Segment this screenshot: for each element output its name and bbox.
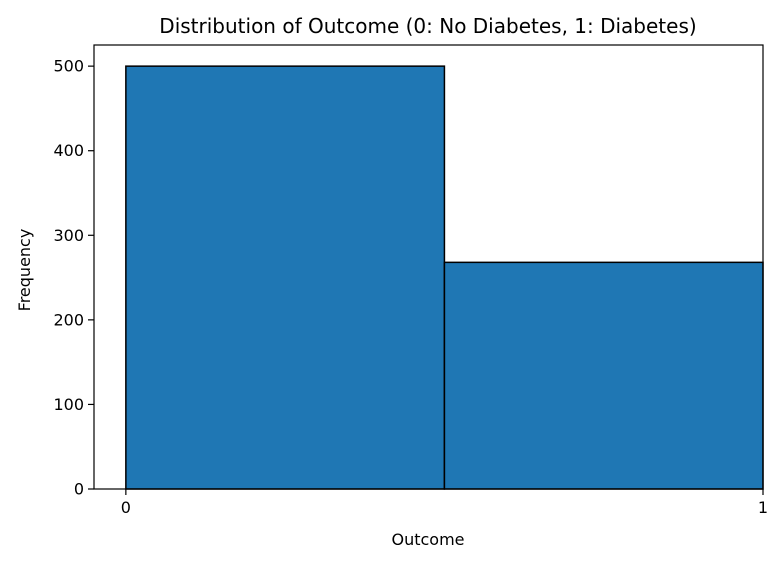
y-tick-label-1: 100	[53, 395, 84, 414]
y-tick-label-4: 400	[53, 141, 84, 160]
x-tick-label-1: 1	[758, 498, 768, 517]
histogram-bar-1	[443, 261, 764, 490]
bars-layer	[125, 65, 764, 490]
y-tick-label-0: 0	[74, 480, 84, 499]
chart-title: Distribution of Outcome (0: No Diabetes,…	[159, 14, 696, 38]
y-axis-label: Frequency	[15, 229, 34, 312]
x-tick-label-0: 0	[121, 498, 131, 517]
x-axis-label: Outcome	[391, 530, 464, 549]
y-tick-label-2: 200	[53, 310, 84, 329]
ticks-layer: 0 100 200 300 400 500 0 1	[53, 57, 768, 517]
histogram-bar-0	[125, 65, 446, 490]
y-tick-label-5: 500	[53, 57, 84, 76]
plot-frame	[93, 44, 764, 490]
y-tick-label-3: 300	[53, 226, 84, 245]
axes-layer	[93, 44, 764, 490]
